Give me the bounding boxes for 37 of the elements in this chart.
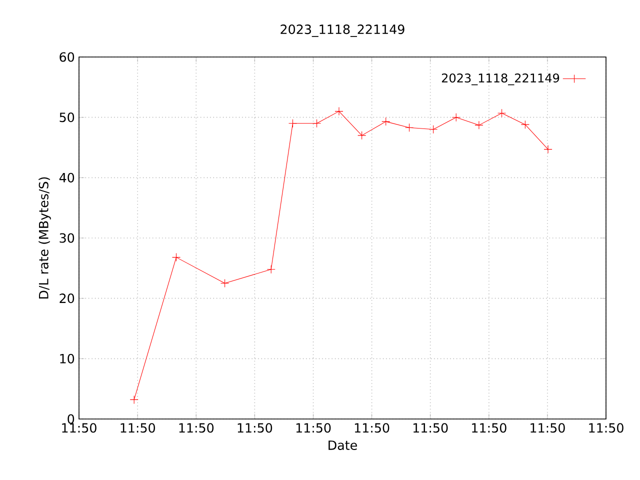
point	[130, 395, 138, 404]
y-tick-label: 60	[60, 52, 74, 62]
x-tick-label: 11:50	[179, 423, 214, 433]
point	[266, 265, 276, 274]
x-axis-title: Date	[328, 440, 357, 450]
x-tick-label: 11:50	[296, 423, 331, 433]
x-tick-label: 11:50	[120, 423, 155, 433]
point	[220, 278, 230, 288]
x-tick-label: 11:50	[238, 423, 272, 433]
point	[544, 145, 552, 154]
y-axis-title: D/L rate (MBytes/S)	[38, 177, 51, 299]
point	[498, 108, 506, 118]
point	[474, 120, 484, 130]
x-tick-label: 11:50	[354, 423, 390, 433]
x-tick-label: 11:50	[413, 423, 448, 433]
y-tick-label: 40	[59, 172, 74, 182]
y-tick-label: 50	[60, 112, 74, 122]
y-tick-label: 0	[68, 414, 74, 424]
y-tick-label: 20	[60, 294, 74, 304]
point	[172, 253, 181, 262]
x-tick-label: 11:50	[472, 423, 506, 433]
point	[358, 131, 366, 140]
point	[429, 125, 438, 134]
x-tick-label: 11:50	[62, 423, 96, 433]
point	[404, 123, 414, 132]
y-tick-label: 10	[60, 354, 74, 364]
point	[382, 117, 390, 126]
x-tick-label: 11:50	[589, 423, 624, 433]
point	[288, 119, 298, 128]
x-tick-label: 11:50	[530, 423, 565, 433]
chart-title: 2023_1118_221149	[280, 24, 404, 37]
legend-label: 2023_1118_221149	[442, 73, 560, 86]
point	[334, 107, 344, 116]
point	[520, 120, 530, 129]
point	[312, 119, 322, 128]
point	[452, 113, 460, 122]
y-tick-label: 30	[60, 233, 74, 243]
